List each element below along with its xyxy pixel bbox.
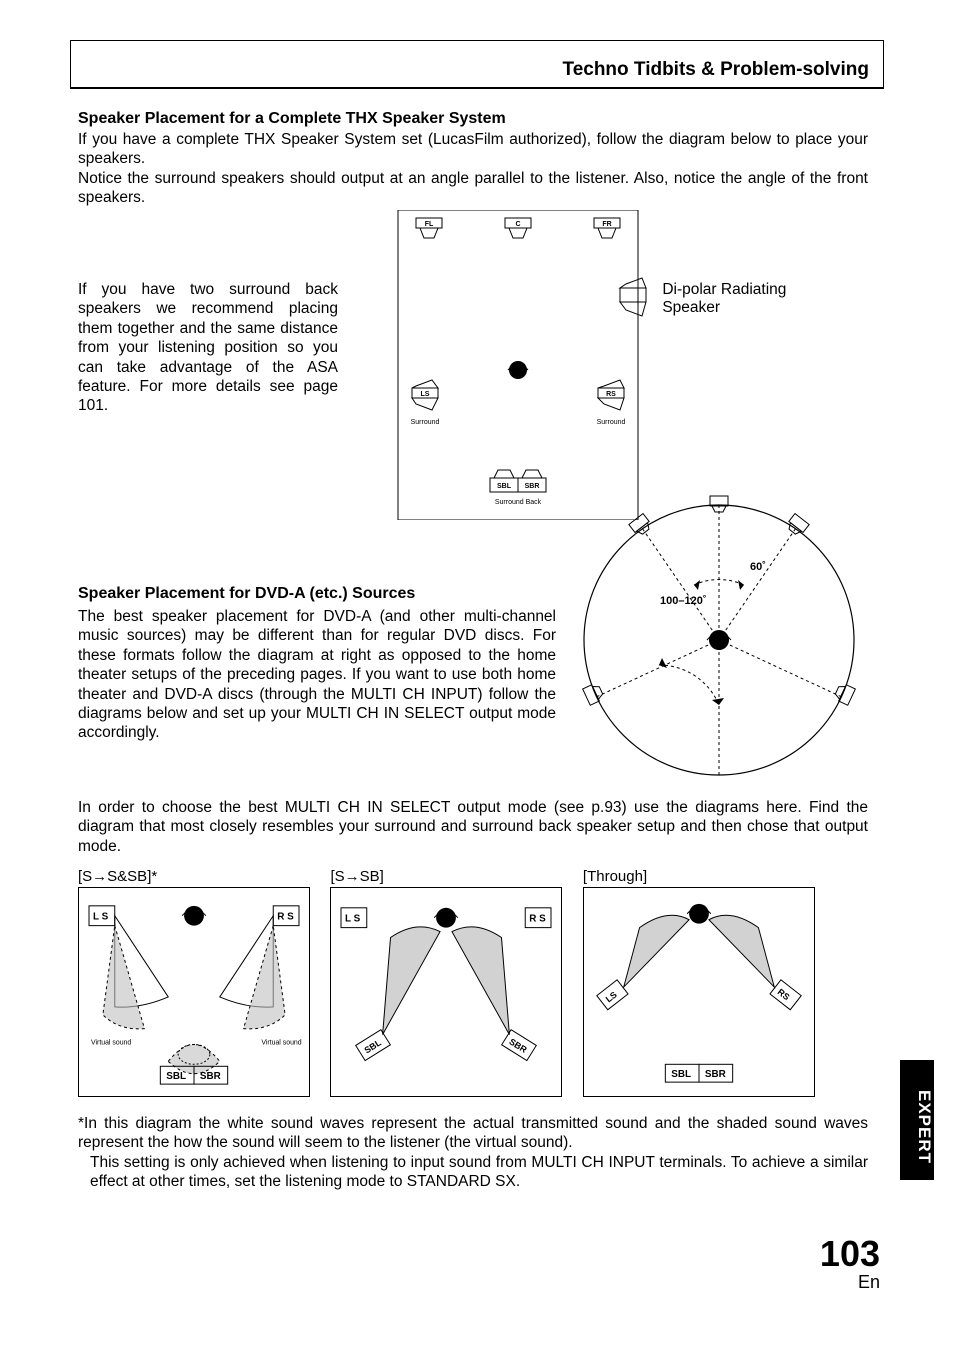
asa-note: If you have two surround back speakers w…	[78, 280, 338, 416]
page-number-block: 103 En	[820, 1236, 880, 1293]
section-header: Techno Tidbits & Problem-solving	[71, 41, 883, 88]
angle-60: 60˚	[750, 561, 766, 573]
mode-c-ls: LS	[604, 989, 619, 1004]
thx-intro2: Notice the surround speakers should outp…	[78, 169, 868, 208]
dvda-heading: Speaker Placement for DVD-A (etc.) Sourc…	[78, 585, 415, 603]
page-frame: Techno Tidbits & Problem-solving	[70, 40, 884, 89]
lbl-sbl: SBL	[497, 483, 512, 490]
mode-c-diagram: LS RS SBL SBR	[583, 887, 815, 1097]
angle-120: 100–120˚	[660, 595, 707, 607]
mode-a-sbr: SBR	[200, 1071, 221, 1082]
page-number: 103	[820, 1236, 880, 1272]
mode-b-ls: L S	[345, 914, 361, 925]
thx-diagram: FL C FR LS Surround RS Surround SBL SBR	[368, 210, 668, 520]
lbl-sback: Surround Back	[495, 499, 542, 506]
mode-c-label: [Through]	[583, 868, 815, 885]
mode-a-vsl: Virtual sound	[91, 1039, 131, 1046]
mode-a-ls: L S	[93, 912, 109, 923]
lbl-sbr: SBR	[525, 483, 540, 490]
lbl-surround-l: Surround	[411, 419, 440, 426]
mode-b: [S→SB] L S R S SBL SBR	[330, 868, 562, 1102]
dipolar-label: Di-polar Radiating Speaker	[662, 281, 822, 317]
side-tab-expert: EXPERT	[900, 1060, 934, 1180]
thx-intro: If you have a complete THX Speaker Syste…	[78, 130, 868, 169]
mode-a: [S→S&SB]* L S R S Virtual sound Virtual …	[78, 868, 310, 1102]
thx-heading: Speaker Placement for a Complete THX Spe…	[78, 110, 878, 128]
footnote-p2: This setting is only achieved when liste…	[78, 1153, 868, 1192]
mode-b-label: [S→SB]	[330, 868, 562, 885]
lbl-fr: FR	[602, 221, 611, 228]
lbl-fl: FL	[425, 221, 434, 228]
page-lang: En	[820, 1272, 880, 1293]
dvda-para: The best speaker placement for DVD-A (an…	[78, 607, 556, 743]
mode-c-sbr: SBR	[705, 1069, 726, 1080]
mode-a-sbl: SBL	[166, 1071, 186, 1082]
mode-b-diagram: L S R S SBL SBR	[330, 887, 562, 1097]
lbl-rs: RS	[606, 391, 616, 398]
dipolar-icon	[614, 274, 658, 324]
multi-para: In order to choose the best MULTI CH IN …	[78, 798, 868, 856]
mode-c-sbl: SBL	[671, 1069, 691, 1080]
mode-row: [S→S&SB]* L S R S Virtual sound Virtual …	[78, 868, 878, 1102]
lbl-ls: LS	[421, 391, 430, 398]
dvda-circle-diagram: 60˚ 100–120˚	[574, 490, 864, 780]
mode-a-vsr: Virtual sound	[261, 1039, 301, 1046]
mode-a-label: [S→S&SB]*	[78, 868, 310, 885]
lbl-surround-r: Surround	[597, 419, 626, 426]
dipolar-callout: Di-polar Radiating Speaker	[614, 274, 822, 324]
mode-b-sbl: SBL	[363, 1037, 384, 1055]
mode-b-rs: R S	[530, 914, 547, 925]
mode-a-rs: R S	[277, 912, 294, 923]
mode-c: [Through] LS RS SBL SBR	[583, 868, 815, 1102]
mode-a-diagram: L S R S Virtual sound Virtual sound SBL …	[78, 887, 310, 1097]
footnote-p1: *In this diagram the white sound waves r…	[78, 1114, 868, 1153]
content-area: Speaker Placement for a Complete THX Spe…	[78, 110, 878, 208]
footnote: *In this diagram the white sound waves r…	[78, 1114, 868, 1192]
lbl-c: C	[515, 221, 520, 228]
